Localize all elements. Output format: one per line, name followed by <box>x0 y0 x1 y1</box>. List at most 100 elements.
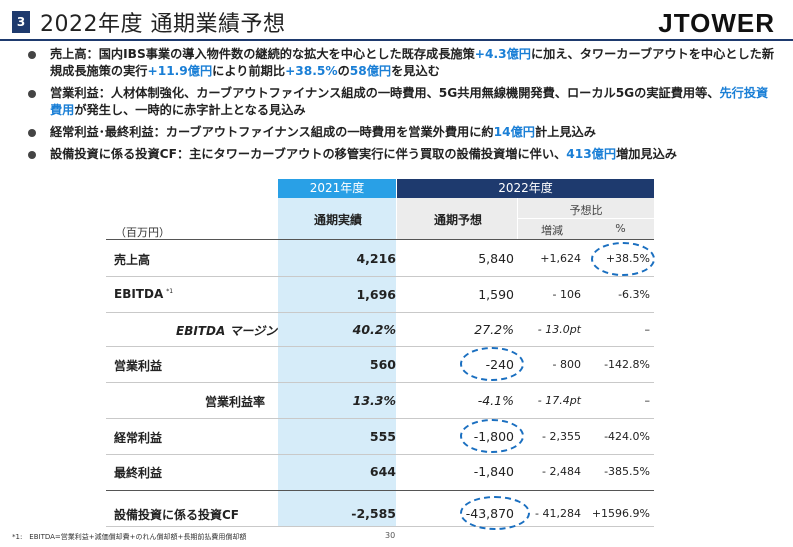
diff-value: - 2,355 <box>542 430 581 443</box>
bullet-list: 売上高：国内IBS事業の導入物件数の継続的な拡大を中心とした既存成長施策+4.3… <box>26 46 776 168</box>
bullet-text: 設備投資に係る投資CF：主にタワーカーブアウトの移管実行に伴う買取の設備投資増に… <box>50 147 677 161</box>
row-label: EBITDA マージン <box>176 324 278 338</box>
col-header-plan: 通期予想 <box>433 213 482 227</box>
row-label: 最終利益 <box>114 466 163 480</box>
actual-value: 4,216 <box>356 251 396 266</box>
plan-value: -1,840 <box>473 464 514 479</box>
bullet-segment: の <box>337 64 350 78</box>
bullet-item: 経常利益･最終利益：カーブアウトファイナンス組成の一時費用を営業外費用に約14億… <box>26 124 776 141</box>
highlighted-figure: 58億円 <box>349 64 392 78</box>
diff-value: - 13.0pt <box>537 323 581 336</box>
row-label: 営業利益率 <box>205 395 266 409</box>
pct-value: -385.5% <box>604 465 650 478</box>
row-label: EBITDA *1 <box>114 287 173 301</box>
subheader-divider <box>518 218 654 219</box>
diff-value: - 2,484 <box>542 465 581 478</box>
actual-value: -2,585 <box>351 506 396 521</box>
footnote: *1: EBITDA=営業利益+減価償却費+のれん償却額+長期前払費用償却額 <box>12 533 247 541</box>
bullet-item: 設備投資に係る投資CF：主にタワーカーブアウトの移管実行に伴う買取の設備投資増に… <box>26 146 776 163</box>
pct-value: -424.0% <box>604 430 650 443</box>
bullet-segment: により前期比 <box>212 64 286 78</box>
actual-value: 555 <box>369 429 396 444</box>
actual-value: 1,696 <box>356 287 396 302</box>
bullet-segment: 設備投資に係る投資CF：主にタワーカーブアウトの移管実行に伴う買取の設備投資増に… <box>50 147 567 161</box>
col-header-pct: % <box>615 222 626 235</box>
pct-value: -142.8% <box>604 358 650 371</box>
bullet-text: 営業利益：人材体制強化、カーブアウトファイナンス組成の一時費用、5G共用無線機開… <box>50 86 768 117</box>
bullet-text: 経常利益･最終利益：カーブアウトファイナンス組成の一時費用を営業外費用に約14億… <box>50 125 596 139</box>
page-footer-number: 30 <box>385 531 396 540</box>
bullet-text: 売上高：国内IBS事業の導入物件数の継続的な拡大を中心とした既存成長施策+4.3… <box>50 47 774 78</box>
row-label: 営業利益 <box>114 359 163 373</box>
pct-value: +1596.9% <box>591 507 650 520</box>
bullet-segment: 増加見込み <box>616 147 677 161</box>
bullet-segment: に加え、タワーカーブアウトを中心とした新規成長施策の実行 <box>50 47 775 78</box>
row-label-text: EBITDA <box>114 287 164 301</box>
highlight-circle <box>460 419 524 453</box>
bullet-dot-icon <box>28 129 36 137</box>
pct-value: -6.3% <box>618 288 650 301</box>
highlighted-figure: +11.9億円 <box>147 64 213 78</box>
title-divider <box>0 39 793 41</box>
col-header-compare: 予想比 <box>569 204 603 217</box>
row-label: 設備投資に係る投資CF <box>114 508 240 522</box>
highlighted-figure: 14億円 <box>493 125 535 139</box>
table-rule <box>106 276 654 277</box>
pct-value: – <box>644 394 651 407</box>
bullet-item: 売上高：国内IBS事業の導入物件数の継続的な拡大を中心とした既存成長施策+4.3… <box>26 46 776 80</box>
plan-value: 27.2% <box>474 322 514 337</box>
subheader-divider <box>517 198 518 239</box>
diff-value: - 106 <box>552 288 581 301</box>
footnote-ref: *1 <box>166 288 174 295</box>
highlighted-figure: +4.3億円 <box>474 47 531 61</box>
table-rule <box>106 382 654 383</box>
plan-value: -4.1% <box>477 393 514 408</box>
bullet-dot-icon <box>28 51 36 59</box>
row-label: 経常利益 <box>114 431 163 445</box>
column-2021-background <box>278 179 396 526</box>
actual-value: 13.3% <box>352 393 396 408</box>
diff-value: - 17.4pt <box>537 394 581 407</box>
col-header-actual: 通期実績 <box>313 213 362 227</box>
col-header-diff: 増減 <box>541 224 563 237</box>
table-rule <box>106 346 654 347</box>
plan-value: 5,840 <box>478 251 514 266</box>
bullet-segment: 経常利益･最終利益：カーブアウトファイナンス組成の一時費用を営業外費用に約 <box>50 125 494 139</box>
highlighted-figure: 先行投資費用 <box>50 86 769 117</box>
highlighted-figure: 413億円 <box>566 147 617 161</box>
header-2022: 2022年度 <box>397 179 654 198</box>
table-rule <box>106 490 654 491</box>
table-rule <box>106 312 654 313</box>
actual-value: 40.2% <box>352 322 396 337</box>
company-logo: JTOWER <box>658 8 775 38</box>
diff-value: - 800 <box>552 358 581 371</box>
table-rule <box>106 454 654 455</box>
actual-value: 644 <box>369 464 396 479</box>
row-label: 売上高 <box>114 253 151 267</box>
bullet-segment: を見込む <box>391 64 440 78</box>
page-title: 2022年度 通期業績予想 <box>40 12 286 37</box>
bullet-item: 営業利益：人材体制強化、カーブアウトファイナンス組成の一時費用、5G共用無線機開… <box>26 85 776 119</box>
table-rule <box>106 239 654 240</box>
highlight-circle <box>460 347 524 381</box>
header-2021: 2021年度 <box>278 179 396 198</box>
actual-value: 560 <box>369 357 396 372</box>
diff-value: - 41,284 <box>535 507 581 520</box>
pct-value: – <box>644 323 651 336</box>
table-rule <box>106 526 654 527</box>
unit-label: （百万円） <box>115 226 170 239</box>
highlight-circle <box>591 242 655 276</box>
page-number-badge: 3 <box>12 11 30 33</box>
bullet-dot-icon <box>28 151 36 159</box>
bullet-segment: 計上見込み <box>534 125 596 139</box>
table-rule <box>106 418 654 419</box>
plan-value: 1,590 <box>478 287 514 302</box>
bullet-segment: が発生し、一時的に赤字計上となる見込み <box>74 103 306 117</box>
bullet-segment: 売上高：国内IBS事業の導入物件数の継続的な拡大を中心とした既存成長施策 <box>50 47 475 61</box>
bullet-dot-icon <box>28 90 36 98</box>
highlight-circle <box>460 496 530 530</box>
bullet-segment: 営業利益：人材体制強化、カーブアウトファイナンス組成の一時費用、5G共用無線機開… <box>50 86 720 100</box>
diff-value: +1,624 <box>540 252 581 265</box>
highlighted-figure: +38.5% <box>285 64 338 78</box>
